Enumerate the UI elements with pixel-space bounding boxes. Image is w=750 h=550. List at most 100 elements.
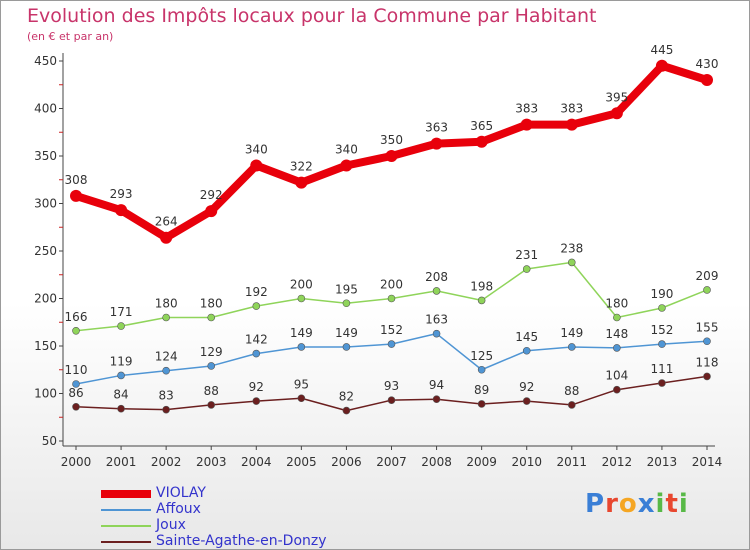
data-point [252, 397, 261, 405]
x-tick-label: 2012 [602, 455, 633, 469]
data-label: 88 [204, 384, 219, 398]
x-tick-label: 2003 [196, 455, 227, 469]
data-point [432, 395, 441, 404]
proxiti-logo: Proxiti [585, 489, 689, 519]
data-label: 200 [380, 278, 403, 292]
data-point [297, 394, 306, 403]
x-tick-label: 2001 [106, 455, 137, 469]
data-point [387, 294, 396, 303]
data-point [567, 401, 576, 409]
data-label: 180 [200, 297, 223, 311]
data-label: 94 [429, 378, 444, 392]
data-point [70, 189, 82, 202]
x-tick-label: 2006 [331, 455, 362, 469]
chart-title: Evolution des Impôts locaux pour la Comm… [27, 5, 597, 27]
legend-label: Joux [156, 517, 186, 533]
data-label: 430 [696, 57, 719, 71]
legend-swatch [101, 490, 151, 498]
data-point [207, 313, 216, 322]
x-tick-label: 2013 [647, 455, 678, 469]
data-point [477, 365, 486, 374]
data-point [613, 344, 621, 352]
data-label: 264 [155, 215, 178, 229]
data-label: 166 [65, 310, 88, 324]
x-tick-label: 2010 [511, 455, 542, 469]
x-tick-label: 2002 [151, 455, 182, 469]
data-label: 89 [474, 383, 489, 397]
data-label: 92 [249, 380, 264, 394]
data-label: 149 [335, 326, 358, 340]
y-tick-label: 50 [42, 434, 57, 448]
y-tick-label: 350 [34, 149, 57, 163]
data-point [658, 304, 666, 312]
data-point [567, 258, 576, 267]
legend-label: Affoux [156, 501, 201, 517]
data-point [387, 396, 396, 404]
data-label: 208 [425, 270, 448, 284]
x-tick-label: 2004 [241, 455, 272, 469]
x-tick-label: 2007 [376, 455, 407, 469]
data-label: 142 [245, 333, 268, 347]
legend-label: VIOLAY [156, 485, 206, 501]
data-point [522, 346, 531, 355]
data-point [252, 349, 261, 358]
data-label: 445 [650, 43, 673, 57]
y-tick-label: 450 [34, 54, 57, 68]
data-point [342, 406, 351, 415]
data-label: 148 [605, 327, 628, 341]
data-label: 86 [68, 386, 83, 400]
data-label: 82 [339, 390, 354, 404]
data-point [162, 313, 170, 322]
legend-label: Sainte-Agathe-en-Donzy [156, 533, 327, 549]
data-point [658, 379, 666, 387]
y-tick-label: 400 [34, 102, 57, 116]
data-point [703, 372, 711, 381]
data-point [565, 118, 578, 131]
data-point [117, 404, 125, 413]
data-point [297, 294, 306, 303]
data-point [477, 296, 486, 305]
data-point [160, 231, 173, 244]
data-label: 340 [245, 143, 268, 157]
data-point [297, 343, 306, 351]
data-point [701, 74, 713, 86]
chart-subtitle: (en € et par an) [27, 30, 114, 43]
data-label: 149 [560, 326, 583, 340]
data-point [250, 159, 263, 172]
y-tick-label: 200 [34, 292, 57, 306]
data-label: 209 [696, 269, 719, 283]
data-point [658, 340, 666, 348]
data-point [522, 265, 531, 273]
data-label: 152 [380, 323, 403, 337]
data-label: 118 [696, 355, 719, 369]
data-label: 171 [110, 305, 133, 319]
data-label: 200 [290, 278, 313, 292]
data-label: 84 [113, 388, 128, 402]
data-label: 383 [515, 102, 538, 116]
data-label: 363 [425, 121, 448, 135]
data-label: 149 [290, 326, 313, 340]
data-label: 145 [515, 330, 538, 344]
data-label: 111 [650, 362, 673, 376]
data-point [567, 343, 576, 351]
data-label: 238 [560, 241, 583, 255]
data-label: 152 [650, 323, 673, 337]
legend-swatch [101, 541, 151, 543]
data-label: 104 [605, 369, 628, 383]
data-point [432, 329, 441, 338]
x-tick-label: 2011 [557, 455, 588, 469]
data-point [162, 366, 170, 375]
data-label: 350 [380, 133, 403, 147]
data-point [703, 286, 711, 294]
data-label: 190 [650, 287, 673, 301]
data-label: 129 [200, 345, 223, 359]
x-tick-label: 2009 [466, 455, 497, 469]
x-tick-label: 2014 [692, 455, 723, 469]
data-label: 293 [110, 187, 133, 201]
data-point [520, 118, 533, 131]
y-tick-label: 150 [34, 339, 57, 353]
legend-swatch [101, 525, 151, 527]
data-point [385, 150, 398, 162]
data-label: 95 [294, 377, 309, 391]
